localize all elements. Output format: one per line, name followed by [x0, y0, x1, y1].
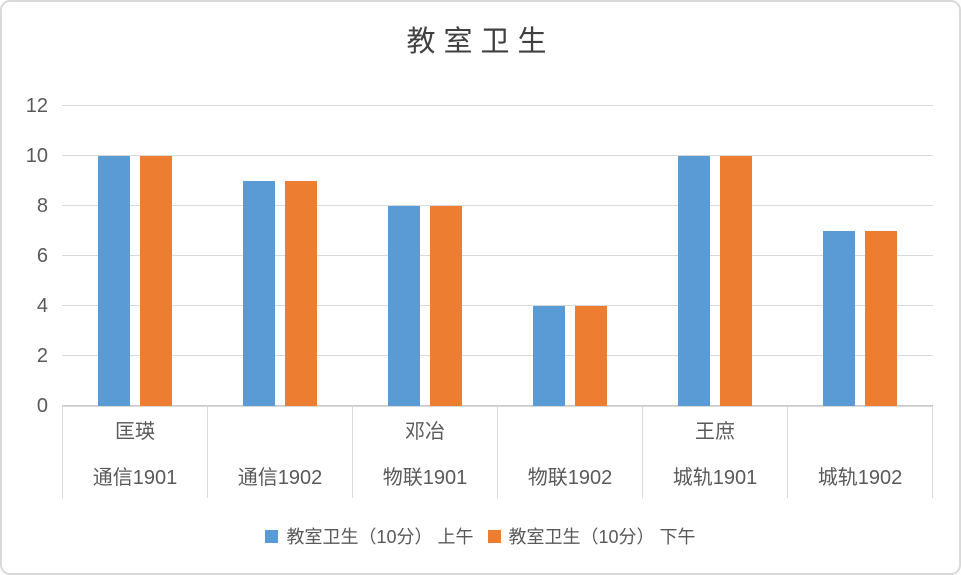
bar-morning-通信1902[interactable]: [242, 181, 275, 406]
gridline: [62, 305, 933, 306]
legend-label: 教室卫生（10分） 上午: [286, 527, 474, 547]
chart-title: 教室卫生: [406, 24, 555, 58]
gridline: [62, 255, 933, 256]
category-label: 物联1902: [527, 466, 613, 489]
bar-group-城轨1902: [788, 106, 933, 406]
category-cell-城轨1902: 城轨1902: [787, 407, 933, 498]
category-cell-通信1901: 匡瑛通信1901: [62, 407, 207, 498]
y-axis-tick-label: 2: [36, 345, 48, 367]
legend-item-morning[interactable]: 教室卫生（10分） 上午: [265, 523, 474, 549]
bar-group-物联1902: [498, 106, 643, 406]
category-group-label: 王庶: [695, 421, 735, 444]
category-cell-通信1902: 通信1902: [207, 407, 352, 498]
bar-morning-物联1902[interactable]: [533, 306, 566, 406]
bar-group-物联1901: [352, 106, 497, 406]
bar-afternoon-城轨1902[interactable]: [865, 231, 898, 406]
bars-layer: [62, 106, 933, 406]
gridline: [62, 155, 933, 156]
legend-label: 教室卫生（10分） 下午: [508, 527, 696, 547]
bar-group-通信1901: [62, 106, 207, 406]
legend-swatch-icon: [487, 529, 501, 543]
category-group-label: [788, 407, 932, 453]
bar-morning-城轨1902[interactable]: [823, 231, 856, 406]
y-axis-tick-label: 6: [36, 245, 48, 267]
category-cell-物联1902: 物联1902: [497, 407, 642, 498]
category-cell-城轨1901: 王庶城轨1901: [642, 407, 787, 498]
legend-swatch-icon: [265, 529, 279, 543]
bar-group-通信1902: [207, 106, 352, 406]
gridline: [62, 105, 933, 106]
category-label: 通信1901: [92, 466, 178, 489]
legend: 教室卫生（10分） 上午 教室卫生（10分） 下午: [2, 523, 959, 549]
x-axis-line: [62, 405, 933, 406]
category-label: 通信1902: [237, 466, 323, 489]
category-group-label: [498, 407, 642, 453]
bar-morning-物联1901[interactable]: [387, 206, 420, 406]
category-label: 城轨1902: [817, 466, 903, 489]
category-group-label: 匡瑛: [115, 421, 155, 444]
category-cell-物联1901: 邓冶物联1901: [352, 407, 497, 498]
bar-afternoon-通信1901[interactable]: [139, 156, 172, 406]
y-axis-tick-label: 12: [25, 95, 48, 117]
category-label: 城轨1901: [672, 466, 758, 489]
category-label: 物联1901: [382, 466, 468, 489]
bar-afternoon-城轨1901[interactable]: [720, 156, 753, 406]
y-axis-tick-label: 0: [36, 395, 48, 417]
bar-afternoon-物联1901[interactable]: [429, 206, 462, 406]
plot-area: [62, 105, 933, 406]
y-axis: 0 2 4 6 8 10 12: [2, 96, 48, 416]
y-axis-tick-label: 8: [36, 195, 48, 217]
bar-group-城轨1901: [643, 106, 788, 406]
bar-morning-通信1901[interactable]: [97, 156, 130, 406]
y-axis-tick-label: 4: [36, 295, 48, 317]
gridline: [62, 355, 933, 356]
gridline: [62, 205, 933, 206]
bar-afternoon-物联1902[interactable]: [575, 306, 608, 406]
category-group-label: 邓冶: [405, 421, 445, 444]
legend-item-afternoon[interactable]: 教室卫生（10分） 下午: [487, 523, 696, 549]
category-group-label: [208, 407, 352, 453]
category-axis: 匡瑛 通信1901 通信1902 邓冶 物联1901 物联1902 王庶 城轨1901 城轨19…: [62, 406, 933, 498]
bar-afternoon-通信1902[interactable]: [284, 181, 317, 406]
bar-morning-城轨1901[interactable]: [678, 156, 711, 406]
y-axis-tick-label: 10: [25, 145, 48, 167]
